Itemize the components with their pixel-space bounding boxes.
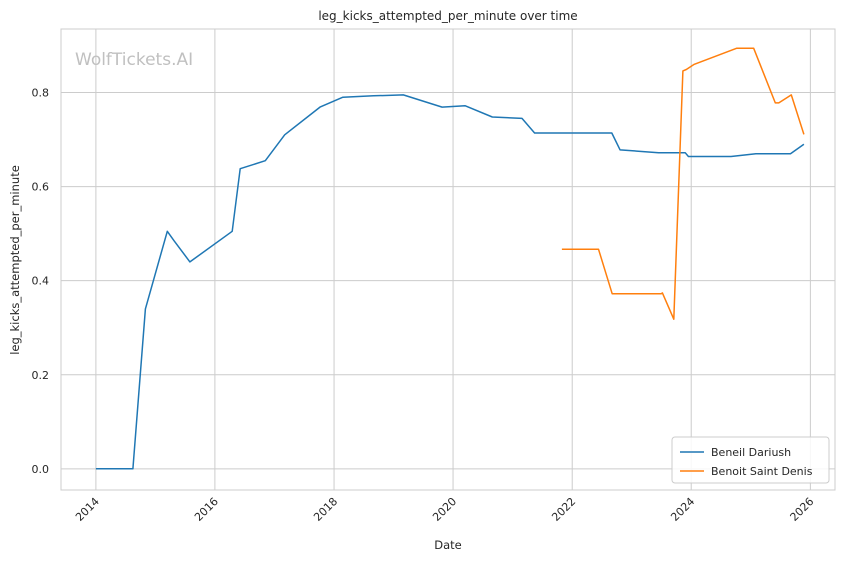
x-tick-label: 2020 [430, 495, 459, 524]
y-axis-label: leg_kicks_attempted_per_minute [8, 165, 22, 355]
series-layer [95, 47, 805, 470]
y-tick-label: 0.8 [32, 87, 50, 100]
y-tick-label: 0.6 [32, 181, 50, 194]
x-tick-label: 2024 [668, 495, 697, 524]
legend-box [671, 436, 830, 484]
legend-label-beneil-dariush: Beneil Dariush [711, 446, 791, 459]
chart-title: leg_kicks_attempted_per_minute over time [318, 9, 577, 23]
y-axis-ticks: 0.0 0.2 0.4 0.6 0.8 [32, 87, 50, 476]
legend-label-benoit-saint-denis: Benoit Saint Denis [711, 465, 813, 478]
x-axis-label: Date [434, 538, 462, 552]
legend: Beneil Dariush Benoit Saint Denis [671, 436, 830, 484]
y-tick-label: 0.0 [32, 463, 50, 476]
y-tick-label: 0.2 [32, 369, 50, 382]
y-tick-label: 0.4 [32, 275, 50, 288]
x-tick-label: 2014 [73, 495, 102, 524]
x-tick-label: 2026 [788, 495, 817, 524]
series-line-benoit-saint-denis [561, 47, 805, 320]
watermark-text: WolfTickets.AI [75, 50, 193, 70]
x-axis-ticks: 2014 2016 2018 2020 2022 2024 2026 [73, 495, 816, 524]
series-line-beneil-dariush [95, 94, 805, 470]
x-tick-label: 2018 [311, 495, 340, 524]
x-tick-label: 2016 [192, 495, 221, 524]
x-tick-label: 2022 [549, 495, 578, 524]
plot-area-frame [60, 28, 836, 491]
grid-lines [61, 29, 835, 490]
